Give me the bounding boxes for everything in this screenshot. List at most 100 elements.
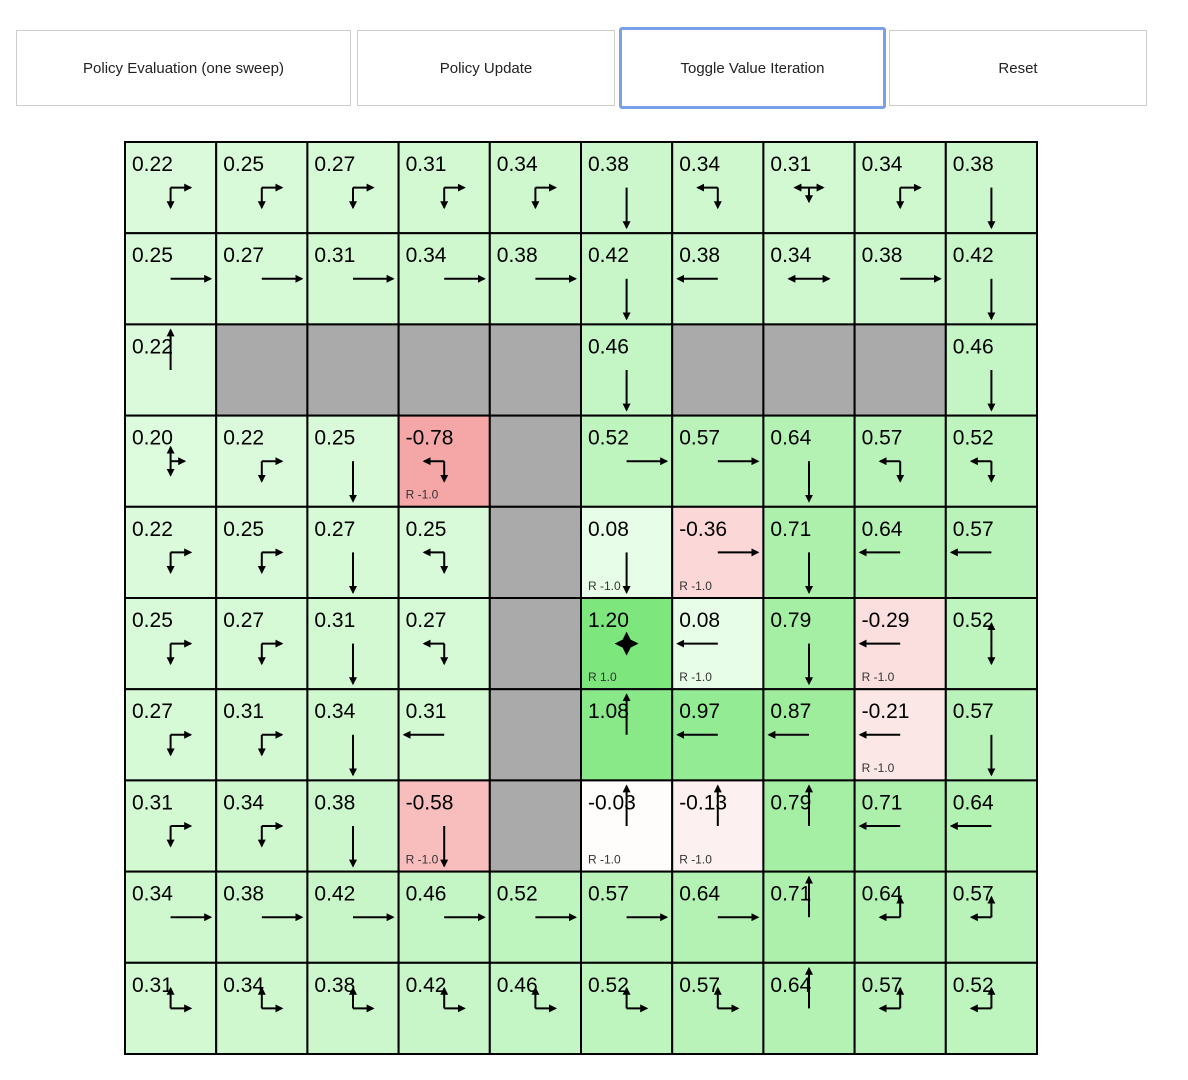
grid-cell[interactable]: 0.42: [397, 961, 491, 1055]
grid-cell[interactable]: 0.22: [124, 505, 218, 599]
grid-cell[interactable]: 0.27: [124, 688, 218, 782]
grid-cell[interactable]: 0.79: [762, 779, 856, 873]
grid-cell[interactable]: 0.31: [124, 961, 218, 1055]
grid-cell[interactable]: 0.25: [397, 505, 491, 599]
grid-cell[interactable]: 0.22: [124, 323, 218, 417]
grid-cell[interactable]: 0.46: [580, 323, 674, 417]
toggle-value-iteration-button[interactable]: Toggle Value Iteration: [619, 27, 886, 109]
grid-cell[interactable]: 0.64: [853, 870, 947, 964]
grid-cell[interactable]: 0.57: [671, 961, 765, 1055]
grid-cell[interactable]: 0.31: [397, 688, 491, 782]
grid-cell[interactable]: 0.52: [944, 961, 1038, 1055]
grid-cell[interactable]: 0.34: [671, 141, 765, 235]
grid-cell[interactable]: 0.52: [944, 597, 1038, 691]
grid-cell[interactable]: 0.64: [944, 779, 1038, 873]
grid-cell[interactable]: 0.42: [306, 870, 400, 964]
policy-update-button[interactable]: Policy Update: [357, 30, 615, 106]
grid-cell[interactable]: 0.38: [853, 232, 947, 326]
grid-cell[interactable]: 0.71: [853, 779, 947, 873]
grid-cell[interactable]: 0.27: [306, 505, 400, 599]
cell-background: [397, 323, 491, 417]
grid-cell[interactable]: 0.25: [215, 505, 309, 599]
grid-cell[interactable]: 0.38: [944, 141, 1038, 235]
grid-cell[interactable]: 0.25: [215, 141, 309, 235]
grid-cell[interactable]: -0.36 R -1.0: [671, 505, 765, 599]
state-value: 0.25: [132, 244, 173, 267]
grid-cell[interactable]: 0.52: [580, 961, 674, 1055]
state-value: 1.20: [588, 609, 629, 632]
grid-cell[interactable]: -0.13 R -1.0: [671, 779, 765, 873]
grid-cell[interactable]: -0.21 R -1.0: [853, 688, 947, 782]
grid-cell[interactable]: 0.64: [762, 414, 856, 508]
grid-cell[interactable]: 1.08: [580, 688, 674, 782]
grid-cell[interactable]: 0.25: [124, 597, 218, 691]
grid-cell[interactable]: 0.42: [580, 232, 674, 326]
grid-cell[interactable]: 0.42: [944, 232, 1038, 326]
grid-cell[interactable]: 0.38: [306, 779, 400, 873]
state-value: 0.31: [132, 791, 173, 814]
grid-cell[interactable]: 0.38: [215, 870, 309, 964]
grid-cell[interactable]: 0.34: [124, 870, 218, 964]
grid-cell[interactable]: 0.38: [671, 232, 765, 326]
grid-cell[interactable]: 0.31: [124, 779, 218, 873]
grid-cell[interactable]: 0.64: [853, 505, 947, 599]
grid-cell[interactable]: 0.38: [580, 141, 674, 235]
grid-cell[interactable]: 0.97: [671, 688, 765, 782]
grid-cell[interactable]: 0.27: [215, 232, 309, 326]
grid-cell[interactable]: 0.31: [306, 597, 400, 691]
grid-cell[interactable]: 0.34: [306, 688, 400, 782]
grid-cell[interactable]: 0.87: [762, 688, 856, 782]
grid-cell[interactable]: 0.34: [853, 141, 947, 235]
grid-cell[interactable]: 0.46: [488, 961, 582, 1055]
state-value: 0.31: [770, 153, 811, 176]
grid-cell[interactable]: 0.38: [306, 961, 400, 1055]
grid-cell[interactable]: 0.57: [671, 414, 765, 508]
reset-button[interactable]: Reset: [889, 30, 1147, 106]
policy-evaluation-button[interactable]: Policy Evaluation (one sweep): [16, 30, 351, 106]
grid-cell[interactable]: -0.58 R -1.0: [397, 779, 491, 873]
grid-cell[interactable]: 0.27: [397, 597, 491, 691]
state-value: 0.25: [406, 518, 447, 541]
grid-cell[interactable]: 0.27: [306, 141, 400, 235]
grid-cell[interactable]: 0.71: [762, 870, 856, 964]
grid-cell[interactable]: 0.31: [215, 688, 309, 782]
grid-cell[interactable]: 0.79: [762, 597, 856, 691]
grid-cell[interactable]: 1.20 R 1.0: [580, 597, 674, 691]
grid-cell[interactable]: 0.31: [397, 141, 491, 235]
grid-cell[interactable]: 0.52: [944, 414, 1038, 508]
grid-cell[interactable]: 0.57: [853, 961, 947, 1055]
grid-cell[interactable]: 0.46: [944, 323, 1038, 417]
grid-cell[interactable]: 0.34: [215, 961, 309, 1055]
grid-cell[interactable]: 0.22: [215, 414, 309, 508]
grid-cell[interactable]: 0.25: [306, 414, 400, 508]
grid-cell[interactable]: -0.78 R -1.0: [397, 414, 491, 508]
grid-cell[interactable]: 0.71: [762, 505, 856, 599]
grid-cell[interactable]: 0.57: [580, 870, 674, 964]
grid-cell[interactable]: 0.57: [853, 414, 947, 508]
grid-cell[interactable]: 0.52: [580, 414, 674, 508]
grid-cell[interactable]: 0.34: [397, 232, 491, 326]
grid-cell[interactable]: 0.08 R -1.0: [580, 505, 674, 599]
grid-cell[interactable]: 0.20: [124, 414, 218, 508]
grid-cell[interactable]: 0.64: [671, 870, 765, 964]
grid-cell[interactable]: 0.38: [488, 232, 582, 326]
grid-cell[interactable]: 0.22: [124, 141, 218, 235]
grid-cell[interactable]: 0.64: [762, 961, 856, 1055]
state-value: 0.34: [497, 153, 538, 176]
grid-cell[interactable]: 0.08 R -1.0: [671, 597, 765, 691]
grid-cell[interactable]: 0.52: [488, 870, 582, 964]
grid-cell[interactable]: 0.31: [306, 232, 400, 326]
grid-cell[interactable]: 0.34: [215, 779, 309, 873]
grid-cell[interactable]: 0.57: [944, 870, 1038, 964]
grid-cell[interactable]: 0.34: [488, 141, 582, 235]
grid-cell[interactable]: 0.25: [124, 232, 218, 326]
grid-cell[interactable]: 0.57: [944, 688, 1038, 782]
grid-cell[interactable]: 0.34: [762, 232, 856, 326]
grid-cell[interactable]: 0.27: [215, 597, 309, 691]
grid-cell[interactable]: 0.46: [397, 870, 491, 964]
reward-label: R -1.0: [406, 488, 439, 502]
grid-cell[interactable]: 0.31: [762, 141, 856, 235]
grid-cell[interactable]: -0.03 R -1.0: [580, 779, 674, 873]
grid-cell[interactable]: 0.57: [944, 505, 1038, 599]
grid-cell[interactable]: -0.29 R -1.0: [853, 597, 947, 691]
